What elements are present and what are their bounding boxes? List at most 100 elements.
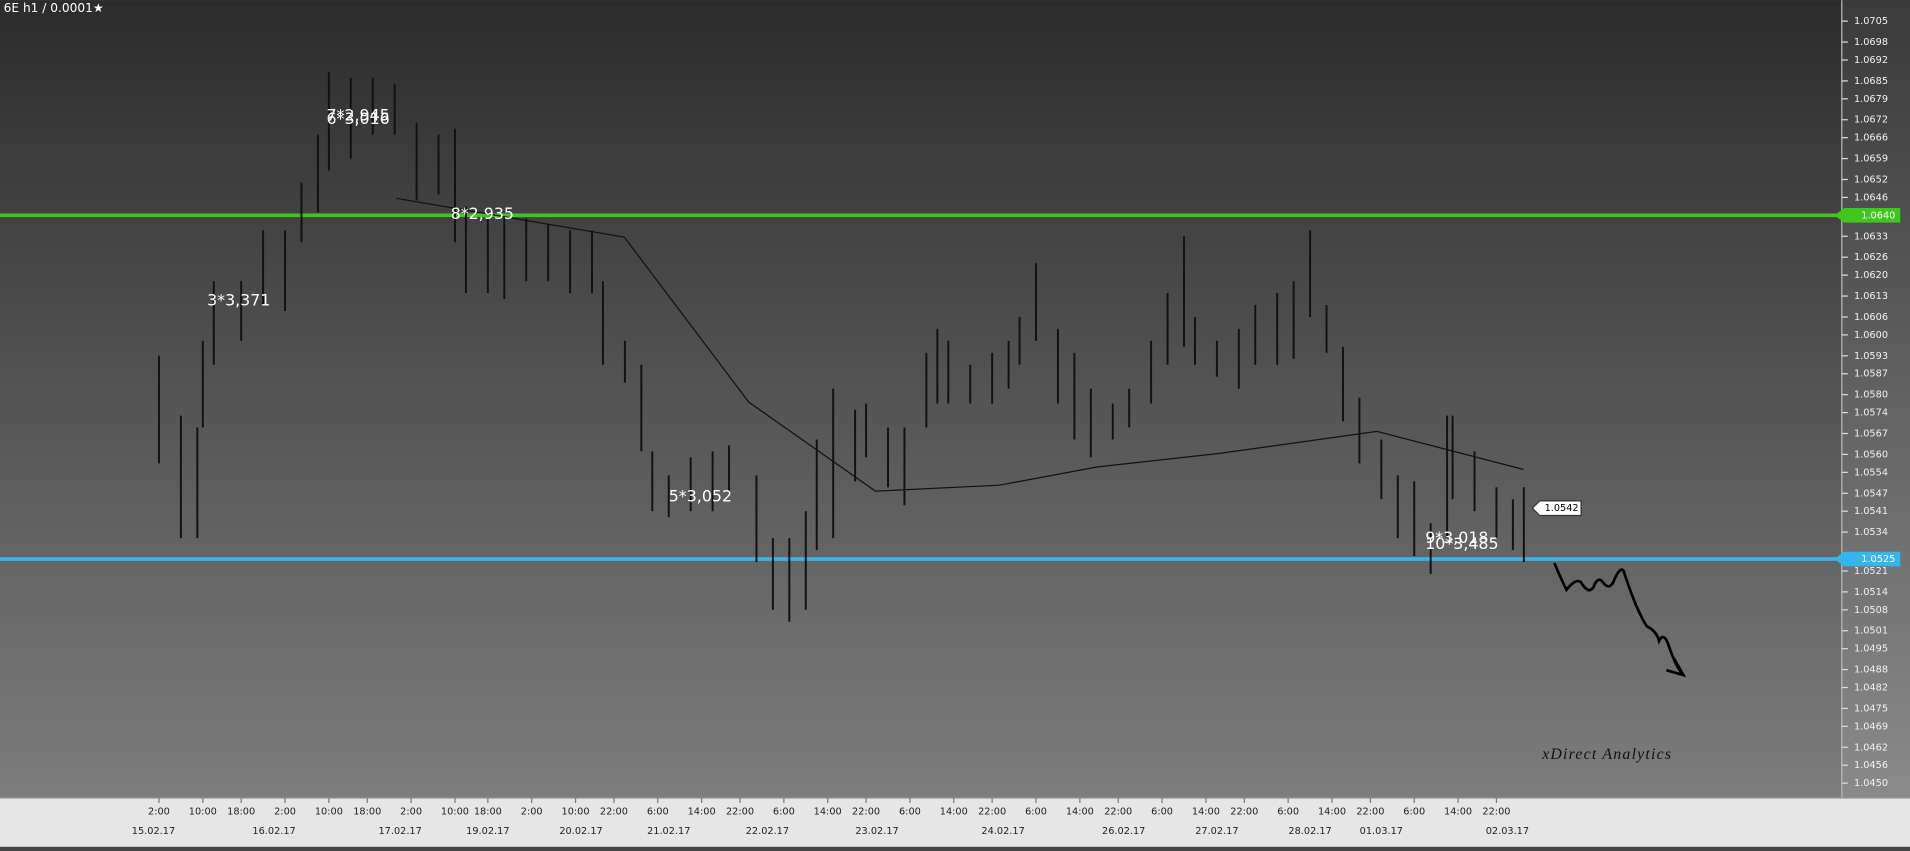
annotation: 7*2,945 (326, 105, 389, 124)
level-label: 1.0525 (1861, 554, 1895, 565)
y-tick-label: 1.0450 (1854, 778, 1888, 789)
x-date-label: 24.02.17 (981, 826, 1024, 837)
y-tick-label: 1.0698 (1854, 37, 1888, 48)
x-tick-label: 14:00 (814, 806, 842, 817)
y-tick-label: 1.0587 (1854, 369, 1888, 380)
x-tick-label: 22:00 (1482, 806, 1510, 817)
watermark: xDirect Analytics (1541, 746, 1672, 763)
forecast-arrow (1553, 562, 1687, 678)
x-date-label: 22.02.17 (746, 826, 789, 837)
x-tick-label: 6:00 (1403, 806, 1425, 817)
y-tick-label: 1.0679 (1854, 94, 1888, 105)
x-tick-label: 6:00 (899, 806, 921, 817)
y-tick-label: 1.0567 (1854, 429, 1888, 440)
x-tick-label: 10:00 (441, 806, 469, 817)
annotation: 6*3,016 (326, 109, 389, 128)
y-tick-label: 1.0646 (1854, 192, 1888, 203)
y-tick-label: 1.0501 (1854, 626, 1888, 637)
y-tick-label: 1.0659 (1854, 154, 1888, 165)
x-tick-label: 18:00 (474, 806, 502, 817)
y-tick-label: 1.0652 (1854, 175, 1888, 186)
level-label: 1.0640 (1861, 210, 1895, 221)
x-tick-label: 22:00 (1230, 806, 1258, 817)
x-date-label: 20.02.17 (559, 826, 602, 837)
x-date-label: 01.03.17 (1360, 826, 1403, 837)
y-tick-label: 1.0580 (1854, 390, 1888, 401)
y-tick-label: 1.0560 (1854, 449, 1888, 460)
y-tick-label: 1.0633 (1854, 231, 1888, 242)
y-tick-label: 1.0554 (1854, 467, 1888, 478)
x-tick-label: 2:00 (148, 806, 170, 817)
y-tick-label: 1.0626 (1854, 252, 1888, 263)
y-tick-label: 1.0547 (1854, 488, 1888, 499)
y-tick-label: 1.0475 (1854, 703, 1888, 714)
x-tick-label: 22:00 (726, 806, 754, 817)
annotation: 8*2,935 (451, 204, 514, 223)
x-date-label: 26.02.17 (1102, 826, 1145, 837)
y-tick-label: 1.0613 (1854, 291, 1888, 302)
x-date-label: 02.03.17 (1486, 826, 1529, 837)
x-date-label: 17.02.17 (378, 826, 421, 837)
x-date-label: 27.02.17 (1195, 826, 1238, 837)
x-date-label: 21.02.17 (647, 826, 690, 837)
x-tick-label: 14:00 (688, 806, 716, 817)
x-tick-label: 2:00 (400, 806, 422, 817)
level-marker (1834, 208, 1901, 223)
x-tick-label: 6:00 (1277, 806, 1299, 817)
x-tick-label: 10:00 (315, 806, 343, 817)
y-tick-label: 1.0495 (1854, 644, 1888, 655)
y-tick-label: 1.0606 (1854, 312, 1888, 323)
y-tick-label: 1.0534 (1854, 527, 1888, 538)
y-tick-label: 1.0469 (1854, 721, 1888, 732)
x-axis-panel (0, 798, 1910, 847)
y-tick-label: 1.0705 (1854, 16, 1888, 27)
x-tick-label: 14:00 (1066, 806, 1094, 817)
y-tick-label: 1.0692 (1854, 55, 1888, 66)
y-tick-label: 1.0456 (1854, 760, 1888, 771)
x-tick-label: 22:00 (852, 806, 880, 817)
x-tick-label: 14:00 (1318, 806, 1346, 817)
x-date-label: 19.02.17 (466, 826, 509, 837)
annotation: 10*3,485 (1425, 534, 1498, 553)
y-tick-label: 1.0620 (1854, 270, 1888, 281)
x-tick-label: 6:00 (1151, 806, 1173, 817)
y-tick-label: 1.0482 (1854, 683, 1888, 694)
x-tick-label: 18:00 (227, 806, 255, 817)
x-tick-label: 2:00 (521, 806, 543, 817)
x-tick-label: 22:00 (600, 806, 628, 817)
level-marker (1834, 551, 1901, 567)
x-tick-label: 6:00 (1025, 806, 1047, 817)
y-tick-label: 1.0666 (1854, 133, 1888, 144)
x-date-label: 16.02.17 (252, 826, 295, 837)
average-line (396, 197, 1524, 492)
x-tick-label: 18:00 (353, 806, 381, 817)
y-tick-label: 1.0514 (1854, 587, 1888, 598)
x-tick-label: 22:00 (1356, 806, 1384, 817)
x-tick-label: 14:00 (1192, 806, 1220, 817)
plot-background (0, 0, 1842, 799)
y-tick-label: 1.0541 (1854, 506, 1888, 517)
y-tick-label: 1.0672 (1854, 115, 1888, 126)
x-tick-label: 2:00 (274, 806, 296, 817)
x-tick-label: 14:00 (1444, 806, 1472, 817)
y-tick-label: 1.0685 (1854, 76, 1888, 87)
x-tick-label: 10:00 (562, 806, 590, 817)
x-date-label: 28.02.17 (1288, 826, 1331, 837)
chart-title: 6E h1 / 0.0001★ (4, 1, 104, 15)
x-tick-label: 6:00 (773, 806, 795, 817)
annotation: 9*3,018 (1425, 528, 1488, 547)
x-tick-label: 22:00 (978, 806, 1006, 817)
y-tick-label: 1.0508 (1854, 605, 1888, 616)
y-tick-label: 1.0574 (1854, 408, 1888, 419)
x-tick-label: 22:00 (1104, 806, 1132, 817)
x-date-label: 15.02.17 (132, 826, 175, 837)
y-tick-label: 1.0600 (1854, 330, 1888, 341)
y-tick-label: 1.0462 (1854, 742, 1888, 753)
annotation: 5*3,052 (669, 487, 732, 506)
y-tick-label: 1.0593 (1854, 351, 1888, 362)
x-tick-label: 10:00 (189, 806, 217, 817)
x-date-label: 23.02.17 (855, 826, 898, 837)
x-tick-label: 14:00 (940, 806, 968, 817)
